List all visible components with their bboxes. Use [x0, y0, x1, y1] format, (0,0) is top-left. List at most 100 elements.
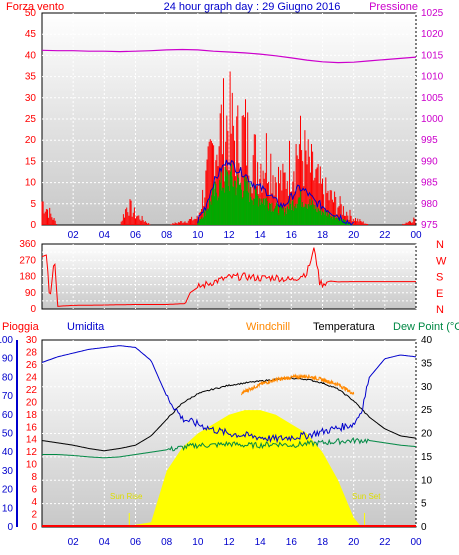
pressure-tick-label: 1020: [421, 29, 444, 40]
humidity-tick-label: 60: [2, 410, 14, 421]
pressure-tick-label: 1005: [421, 93, 444, 104]
pressure-tick-label: 1010: [421, 72, 444, 83]
pressure-axis-label: Pressione: [369, 1, 418, 13]
wind-grid: [42, 13, 417, 225]
temperature-tick-label: 20: [421, 429, 433, 440]
compass-label: N: [436, 239, 444, 251]
wind-tick-label: 30: [25, 93, 37, 104]
humidity-tick-label: 80: [2, 372, 14, 383]
x-tick-label: 14: [255, 230, 267, 241]
wind-axis-label: Forza vento: [6, 1, 64, 13]
pressure-tick-label: 985: [421, 178, 438, 189]
temperature-ticks: 0102030405060708090100024681012141618202…: [0, 335, 433, 548]
x-tick-label: 00: [410, 230, 422, 241]
dewpoint-label: Dew Point (°C: [393, 321, 459, 333]
rain-tick-label: 12: [26, 447, 38, 458]
temperature-series: [41, 345, 417, 527]
direction-tick-label: 0: [30, 304, 36, 315]
sunrise-label: Sun Rise: [110, 492, 143, 501]
x-tick-label: 14: [255, 537, 267, 548]
pressure-tick-label: 975: [421, 220, 438, 231]
temperature-tick-label: 35: [421, 358, 433, 369]
direction-tick-label: 360: [19, 239, 36, 250]
humidity-tick-label: 30: [2, 466, 14, 477]
windchill-line: [241, 373, 355, 396]
rain-tick-label: 20: [26, 397, 38, 408]
x-tick-label: 04: [99, 230, 111, 241]
temperature-label: Temperatura: [313, 321, 376, 333]
direction-series: [41, 247, 416, 307]
x-tick-label: 06: [130, 537, 142, 548]
direction-line: [41, 247, 416, 307]
rain-tick-label: 14: [26, 435, 38, 446]
pressure-tick-label: 980: [421, 199, 438, 210]
wind-tick-label: 40: [25, 50, 37, 61]
direction-grid: [42, 244, 417, 309]
humidity-tick-label: 20: [2, 485, 14, 496]
sunset-label: Sun Set: [352, 492, 381, 501]
x-tick-label: 08: [161, 537, 173, 548]
rain-tick-label: 24: [26, 372, 38, 383]
x-tick-label: 18: [317, 230, 329, 241]
pressure-tick-label: 995: [421, 135, 438, 146]
x-tick-label: 10: [192, 230, 204, 241]
humidity-tick-label: 40: [2, 447, 14, 458]
wind-tick-label: 5: [30, 199, 36, 210]
rain-tick-label: 10: [26, 460, 38, 471]
rain-label: Pioggia: [2, 321, 40, 333]
wind-tick-label: 50: [25, 8, 37, 19]
temperature-tick-label: 30: [421, 382, 433, 393]
humidity-line: [41, 345, 417, 444]
wind-series: [41, 48, 417, 226]
rain-tick-label: 8: [31, 472, 37, 483]
humidity-tick-label: 10: [2, 503, 14, 514]
x-tick-label: 12: [223, 537, 235, 548]
wind-tick-label: 15: [25, 156, 37, 167]
x-tick-label: 22: [379, 230, 391, 241]
rain-tick-label: 6: [31, 485, 37, 496]
rain-tick-label: 26: [26, 360, 38, 371]
x-tick-label: 02: [68, 230, 80, 241]
humidity-tick-label: 100: [0, 335, 13, 346]
direction-tick-label: 90: [25, 288, 37, 299]
pressure-tick-label: 1015: [421, 50, 444, 61]
pressure-tick-label: 1000: [421, 114, 444, 125]
x-tick-label: 16: [286, 230, 298, 241]
rain-tick-label: 30: [26, 335, 38, 346]
humidity-label: Umidita: [67, 321, 105, 333]
rain-tick-label: 28: [26, 347, 38, 358]
chart-title: 24 hour graph day : 29 Giugno 2016: [164, 1, 341, 13]
temperature-tick-label: 25: [421, 405, 433, 416]
temperature-tick-label: 5: [421, 499, 427, 510]
sun-area: [127, 410, 366, 527]
x-tick-label: 12: [223, 230, 235, 241]
compass-label: W: [436, 255, 447, 267]
direction-tick-label: 180: [19, 272, 36, 283]
humidity-tick-label: 90: [2, 354, 14, 365]
direction-tick-label: 270: [19, 255, 36, 266]
x-tick-label: 16: [286, 537, 298, 548]
x-tick-label: 04: [99, 537, 111, 548]
wind-tick-label: 0: [30, 220, 36, 231]
compass-label: N: [436, 304, 444, 316]
windchill-label: Windchill: [246, 321, 290, 333]
rain-tick-label: 16: [26, 422, 38, 433]
rain-tick-label: 4: [31, 497, 37, 508]
wind-tick-label: 25: [25, 114, 37, 125]
x-tick-label: 22: [379, 537, 391, 548]
wind-tick-label: 20: [25, 135, 37, 146]
temperature-tick-label: 40: [421, 335, 433, 346]
x-tick-label: 18: [317, 537, 329, 548]
x-tick-label: 10: [192, 537, 204, 548]
temperature-tick-label: 10: [421, 475, 433, 486]
compass-label: E: [436, 288, 443, 300]
rain-tick-label: 0: [31, 522, 37, 533]
compass-label: S: [436, 272, 443, 284]
x-tick-label: 20: [348, 230, 360, 241]
pressure-tick-label: 1025: [421, 8, 444, 19]
wind-average-line: [197, 159, 355, 226]
humidity-tick-label: 0: [7, 522, 13, 533]
wind-tick-label: 10: [25, 178, 37, 189]
